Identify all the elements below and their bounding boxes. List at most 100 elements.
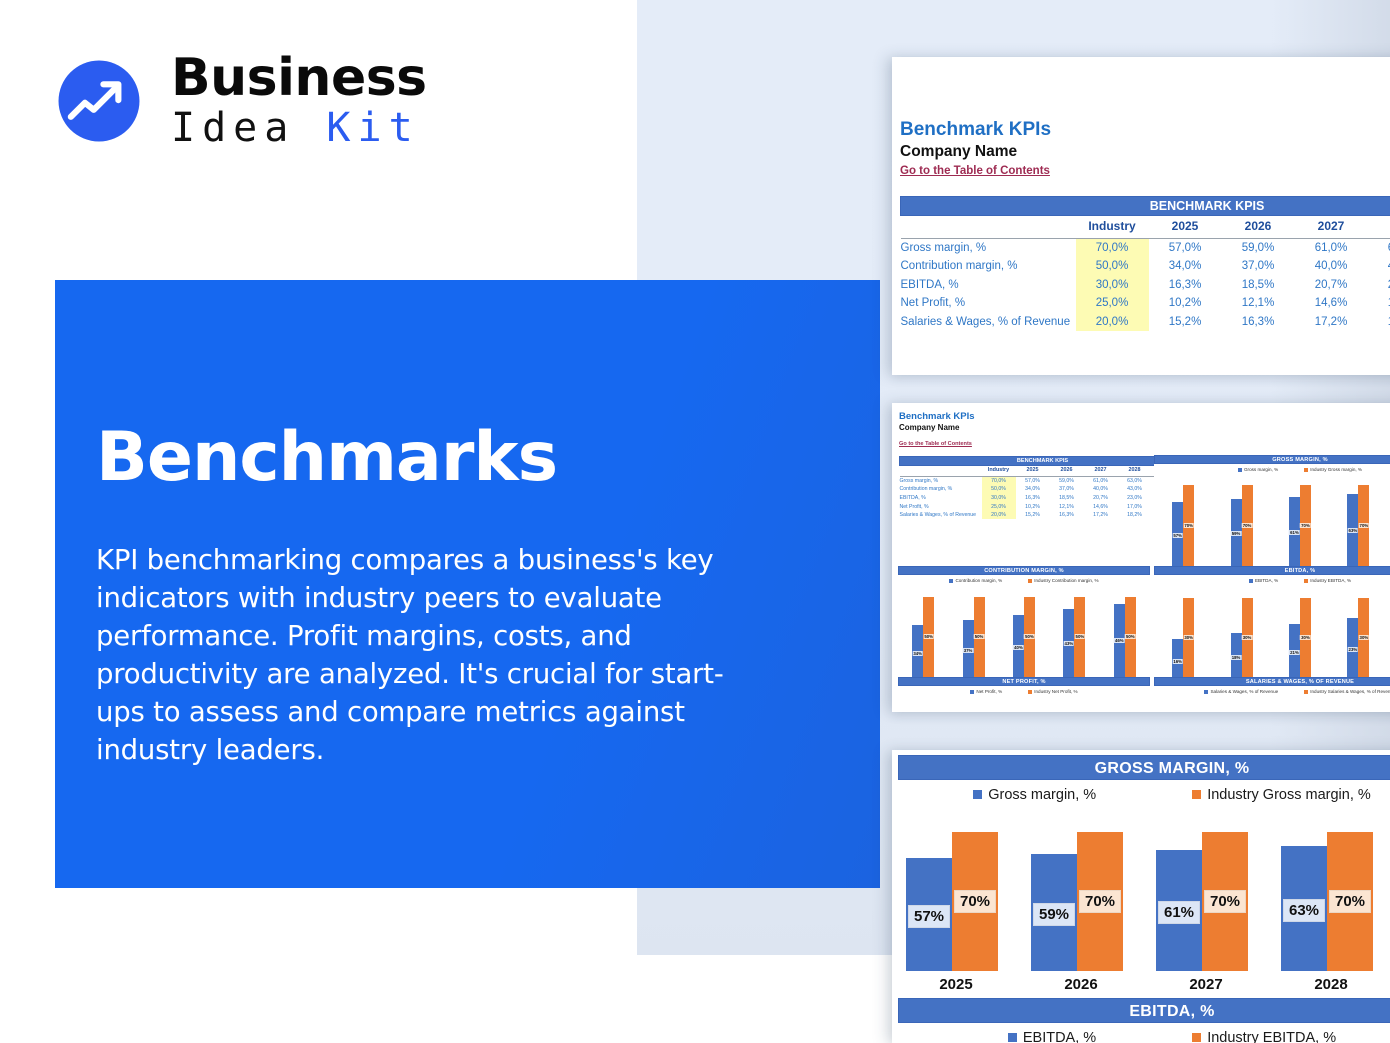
industry-value-cell: 20,0% <box>1075 312 1149 331</box>
chart-legend: Gross margin, % Industry Gross margin, % <box>892 780 1390 810</box>
bar: 70% <box>1327 832 1373 971</box>
year-value-cell: 10,2% <box>1168 297 1202 310</box>
column-header: 2028 <box>1128 467 1141 474</box>
year-value-cell: 34,0% <box>1025 486 1040 493</box>
row-label: EBITDA, % <box>900 278 959 291</box>
chart-legend: EBITDA, % Industry EBITDA, % <box>892 1023 1390 1043</box>
row-label: EBITDA, % <box>899 494 926 501</box>
chart-panel-large: GROSS MARGIN, % Gross margin, % Industry G… <box>892 750 1390 1043</box>
mini-bar-label: 16% <box>1172 658 1183 665</box>
mini-bar: 63% <box>1347 494 1359 575</box>
bar-value-label: 63% <box>1282 899 1326 923</box>
mini-bar-label: 40% <box>1013 644 1024 651</box>
mini-bar-label: 70% <box>1358 522 1370 529</box>
page-title: Benchmarks <box>96 418 558 497</box>
brand-name-idea: Idea <box>171 105 327 152</box>
mini-bar-label: 70% <box>1183 522 1194 529</box>
row-label: Salaries & Wages, % of Revenue <box>900 315 1071 328</box>
year-value-cell: 37,0% <box>1241 260 1275 273</box>
mini-chart-legend: Salaries & Wages, % of Revenue Industry S… <box>1154 686 1390 697</box>
bar-group: 59% 70% <box>1031 816 1131 971</box>
mini-bar: 70% <box>1183 485 1195 575</box>
bar: 63% <box>1281 846 1327 971</box>
mini-bar: 70% <box>1299 485 1311 575</box>
column-header: 2027 <box>1094 467 1107 474</box>
industry-value-cell: 25,0% <box>981 502 1016 511</box>
mini-bar: 30% <box>1241 598 1253 686</box>
mini-chart-5: SALARIES & WAGES, % OF REVENUE Salaries &… <box>1154 677 1390 707</box>
mini-bar-label: 70% <box>1300 522 1311 529</box>
legend-item: Industry EBITDA, % <box>1304 578 1351 583</box>
year-value-cell: 57,0% <box>1168 242 1202 254</box>
axis-tick-label: 2026 <box>1064 976 1098 993</box>
industry-value-cell: 30,0% <box>1075 275 1149 294</box>
bar-value-label: 57% <box>907 905 951 929</box>
row-label: Contribution margin, % <box>900 260 1018 273</box>
table-row: Gross margin, % 70,0% 57,0% 59,0% 61,0% 63,0%… <box>901 238 1390 258</box>
legend-item: Gross margin, % <box>973 787 1096 803</box>
mini-chart-plot: 57%70%59%70%61%70%63%70%65%70% <box>1154 475 1390 575</box>
mini-bar-group: 63% 70% <box>1347 475 1370 575</box>
mini-bar-label: 30% <box>1300 634 1311 641</box>
year-value-cell: 20,7% <box>1314 278 1348 291</box>
mini-bar: 46% <box>1113 604 1125 686</box>
column-header: 2027 <box>1317 219 1345 234</box>
mini-bar: 30% <box>1299 598 1311 686</box>
year-value-cell: 59,0% <box>1241 242 1275 254</box>
legend-swatch-icon <box>1192 1033 1202 1042</box>
bar-group: 61% 70% <box>1156 816 1256 971</box>
industry-value-cell: 70,0% <box>981 476 1016 486</box>
spreadsheet-panel-dashboard: Benchmark KPIs Company Name Go to the Ta… <box>892 403 1390 712</box>
mini-bar-label: 46% <box>1113 637 1125 644</box>
row-label: Contribution margin, % <box>899 486 953 493</box>
mini-bar: 50% <box>1074 597 1086 686</box>
mini-bar-label: 61% <box>1289 529 1300 536</box>
year-value-cell: 14,6% <box>1093 503 1108 510</box>
year-value-cell: 61,0% <box>1093 478 1108 485</box>
mini-bar: 23% <box>1347 618 1359 686</box>
year-value-cell: 63,0% <box>1368 239 1390 258</box>
row-label: Net Profit, % <box>900 297 966 310</box>
mini-chart-4: NET PROFIT, % Net Profit, % Industry Net P… <box>898 677 1150 707</box>
mini-bar-group: 46% 50% <box>1113 586 1136 686</box>
table-corner <box>901 216 1076 237</box>
mini-bar: 70% <box>1241 485 1253 575</box>
mini-chart-plot: 34% 50% 37% 50% 40% 50% 43% 50% 46% 50% <box>898 586 1150 686</box>
mini-bar-group: 16% 30% <box>1172 586 1195 686</box>
mini-chart-title: NET PROFIT, % <box>898 677 1150 686</box>
mini-bar: 18% <box>1230 633 1242 686</box>
row-label: Net Profit, % <box>899 503 929 510</box>
year-value-cell: 40,0% <box>1093 486 1108 493</box>
bar-value-label: 61% <box>1157 901 1201 925</box>
mini-bar: 70% <box>1358 485 1370 575</box>
chart-title: EBITDA, % <box>898 998 1390 1023</box>
industry-value-cell: 20,0% <box>981 510 1016 520</box>
year-value-cell: 40,0% <box>1314 260 1348 273</box>
mini-chart-1: GROSS MARGIN, % Gross margin, % Industry G… <box>1154 455 1390 583</box>
mini-bar-label: 50% <box>923 633 934 640</box>
axis-tick-label: 2028 <box>1314 976 1348 993</box>
industry-value-cell: 50,0% <box>1075 257 1149 276</box>
bar: 57% <box>906 858 952 971</box>
mini-bar-group: 43% 50% <box>1063 586 1086 686</box>
hero-content: Benchmarks KPI benchmarking compares a b… <box>96 424 796 770</box>
table-of-contents-link[interactable]: Go to the Table of Contents <box>900 165 1050 177</box>
year-value-cell: 61,0% <box>1314 242 1348 254</box>
page-description: KPI benchmarking compares a business's k… <box>96 544 724 766</box>
mini-bar: 43% <box>1063 609 1075 686</box>
gross-margin-chart: GROSS MARGIN, % Gross margin, % Industry G… <box>892 755 1390 993</box>
year-value-cell: 59,0% <box>1059 478 1074 485</box>
bar: 61% <box>1156 850 1202 971</box>
legend-item: Industry Gross margin, % <box>1192 787 1371 803</box>
hero-blue-panel <box>55 280 880 888</box>
table-row: Contribution margin, % 50,0% 34,0% 37,0% 40,… <box>900 485 1186 494</box>
sheet-title: Benchmark KPIs <box>900 119 1052 140</box>
legend-swatch-icon <box>1028 689 1033 694</box>
column-header: 2028 <box>1368 216 1390 237</box>
axis-tick-label: 2025 <box>939 976 973 993</box>
legend-item: Industry EBITDA, % <box>1192 1030 1336 1043</box>
mini-bar: 30% <box>1358 598 1370 686</box>
year-value-cell: 18,5% <box>1059 494 1074 501</box>
table-of-contents-link[interactable]: Go to the Table of Contents <box>899 441 972 447</box>
mini-bar-label: 21% <box>1289 649 1300 656</box>
